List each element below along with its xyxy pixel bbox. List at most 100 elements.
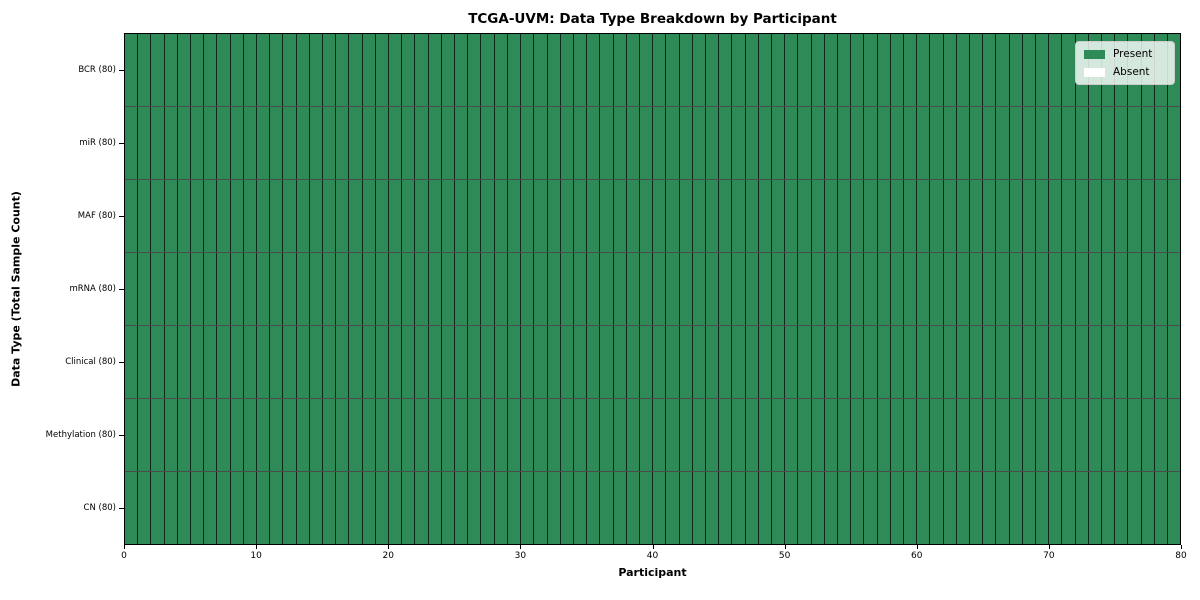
heatmap-cell-present — [560, 34, 574, 106]
heatmap-cell-present — [626, 472, 640, 544]
heatmap-cell-present — [191, 326, 205, 398]
heatmap-cell-present — [930, 253, 944, 325]
heatmap-cell-present — [428, 472, 442, 544]
heatmap-cell-present — [771, 472, 786, 544]
x-tick-label: 20 — [382, 551, 394, 561]
heatmap-cell-present — [547, 472, 561, 544]
heatmap-cell-present — [243, 472, 258, 544]
heatmap-cell-present — [375, 34, 390, 106]
heatmap-cell-present — [151, 399, 165, 471]
heatmap-cell-present — [705, 326, 720, 398]
heatmap-cell-present — [996, 472, 1010, 544]
heatmap-cell-present — [204, 472, 218, 544]
heatmap-cell-present — [653, 326, 667, 398]
heatmap-cell-present — [1102, 472, 1116, 544]
heatmap-cell-present — [243, 34, 258, 106]
heatmap-cell-present — [164, 399, 178, 471]
heatmap-cell-present — [785, 399, 799, 471]
legend-label-absent: Absent — [1113, 66, 1150, 78]
heatmap-cell-present — [1062, 34, 1076, 106]
heatmap-cell-present — [560, 180, 574, 252]
heatmap-cell-present — [204, 326, 218, 398]
heatmap-cell-present — [1088, 326, 1103, 398]
heatmap-cell-present — [877, 253, 891, 325]
heatmap-cell-present — [811, 326, 825, 398]
heatmap-cell-present — [296, 107, 310, 179]
heatmap-cell-present — [732, 472, 746, 544]
heatmap-cell-present — [217, 399, 231, 471]
heatmap-cell-present — [507, 399, 522, 471]
y-tick-mark — [119, 362, 124, 364]
heatmap-cell-present — [164, 180, 178, 252]
heatmap-cell-present — [890, 472, 904, 544]
heatmap-cell-present — [164, 34, 178, 106]
heatmap-cell-present — [481, 107, 495, 179]
heatmap-cell-present — [732, 34, 746, 106]
x-tick-label: 80 — [1175, 551, 1187, 561]
heatmap-cell-present — [362, 472, 376, 544]
heatmap-cell-present — [837, 399, 852, 471]
heatmap-cell-present — [125, 472, 139, 544]
heatmap-cell-present — [903, 180, 918, 252]
heatmap-cell-present — [402, 472, 416, 544]
heatmap-cell-present — [983, 34, 997, 106]
heatmap-cell-present — [468, 34, 482, 106]
heatmap-cell-present — [1141, 399, 1155, 471]
heatmap-cell-present — [719, 107, 733, 179]
heatmap-cell-present — [811, 472, 825, 544]
heatmap-cell-present — [1022, 180, 1037, 252]
heatmap-cell-present — [507, 253, 522, 325]
heatmap-cell-present — [243, 107, 258, 179]
heatmap-cell-present — [600, 34, 614, 106]
heatmap-cell-present — [666, 34, 680, 106]
heatmap-cell-present — [468, 180, 482, 252]
y-tick-label: Clinical (80) — [65, 357, 116, 368]
heatmap-cell-present — [851, 326, 865, 398]
heatmap-cell-present — [653, 180, 667, 252]
heatmap-cell-present — [983, 253, 997, 325]
heatmap-cell-present — [521, 399, 535, 471]
heatmap-cell-present — [877, 399, 891, 471]
heatmap-cell-present — [956, 107, 970, 179]
heatmap-cell-present — [956, 472, 970, 544]
heatmap-cell-present — [204, 107, 218, 179]
heatmap-cell-present — [970, 472, 984, 544]
heatmap-cell-present — [323, 253, 337, 325]
heatmap-cell-present — [745, 180, 759, 252]
heatmap-cell-present — [732, 253, 746, 325]
heatmap-cell-present — [930, 107, 944, 179]
heatmap-cell-present — [1168, 253, 1181, 325]
heatmap-cell-present — [362, 326, 376, 398]
heatmap-cell-present — [1141, 253, 1155, 325]
heatmap-cell-present — [1088, 472, 1103, 544]
heatmap-cell-present — [626, 107, 640, 179]
heatmap-cell-present — [521, 180, 535, 252]
heatmap-cell-present — [151, 253, 165, 325]
heatmap-cell-present — [917, 472, 931, 544]
heatmap-cell-present — [1154, 180, 1169, 252]
heatmap-cell-present — [719, 180, 733, 252]
heatmap-cell-present — [243, 326, 258, 398]
heatmap-cell-present — [983, 472, 997, 544]
heatmap-row — [125, 326, 1181, 399]
heatmap-cell-present — [1088, 253, 1103, 325]
plot-area — [124, 33, 1181, 545]
heatmap-cell-present — [481, 253, 495, 325]
heatmap-cell-present — [587, 399, 601, 471]
heatmap-cell-present — [1141, 180, 1155, 252]
heatmap-cell-present — [270, 253, 284, 325]
heatmap-cell-present — [468, 472, 482, 544]
heatmap-cell-present — [230, 180, 244, 252]
heatmap-cell-present — [811, 253, 825, 325]
heatmap-cell-present — [1088, 180, 1103, 252]
heatmap-cell-present — [547, 107, 561, 179]
heatmap-cell-present — [824, 253, 838, 325]
heatmap-cell-present — [573, 107, 588, 179]
heatmap-cell-present — [481, 399, 495, 471]
heatmap-cell-present — [428, 107, 442, 179]
heatmap-cell-present — [349, 253, 363, 325]
heatmap-cell-present — [837, 34, 852, 106]
heatmap-cell-present — [191, 180, 205, 252]
heatmap-cell-present — [851, 472, 865, 544]
heatmap-cell-present — [837, 180, 852, 252]
